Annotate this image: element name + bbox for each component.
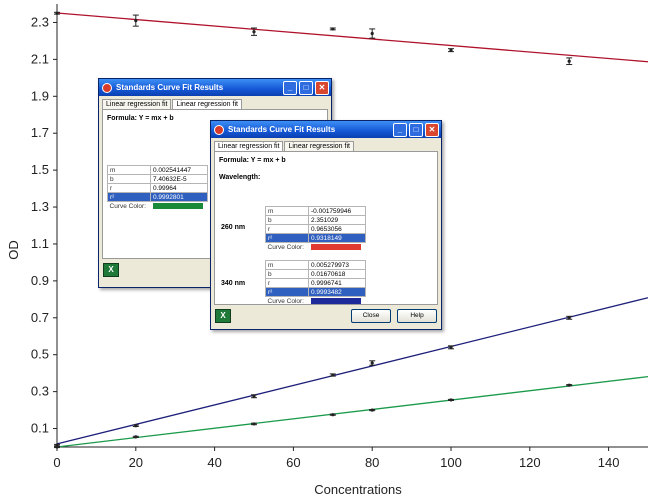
app-icon: [214, 124, 224, 135]
tab-linear-fit-2[interactable]: Linear regression fit: [284, 141, 354, 151]
help-button[interactable]: Help: [397, 309, 437, 323]
wavelength-260-label: 260 nm: [221, 224, 246, 231]
x-tick-label: 140: [598, 455, 620, 470]
data-point: [370, 361, 374, 365]
x-axis-title: Concentrations: [314, 482, 402, 497]
close-icon[interactable]: ✕: [315, 81, 329, 95]
data-point: [449, 398, 453, 402]
fit-lines: [56, 12, 648, 448]
excel-export-icon[interactable]: X: [215, 309, 231, 323]
data-point: [55, 445, 59, 449]
curve-color-swatch[interactable]: [310, 297, 361, 304]
dialog-titlebar[interactable]: Standards Curve Fit Results _ □ ✕: [211, 121, 441, 138]
data-point: [252, 422, 256, 426]
curve-fit-dialog-front[interactable]: Standards Curve Fit Results _ □ ✕ Linear…: [210, 120, 442, 330]
minimize-icon[interactable]: _: [393, 123, 407, 137]
fit-line-1: [56, 297, 648, 445]
data-point: [55, 11, 59, 15]
data-point: [331, 27, 335, 31]
results-panel: Formula: Y = mx + b Wavelength: 260 nm m…: [214, 151, 438, 305]
wavelength-340-label: 340 nm: [221, 280, 246, 287]
fit-params-table: m 0.002541447 b 7.40632E-5 r 0.99964 r² 0.99…: [107, 165, 208, 210]
minimize-icon[interactable]: _: [283, 81, 297, 95]
y-tick-label: 0.9: [31, 273, 49, 288]
app-icon: [102, 82, 112, 93]
dialog-title: Standards Curve Fit Results: [228, 125, 336, 134]
data-point: [331, 413, 335, 417]
x-tick-label: 60: [286, 455, 300, 470]
fit-line-0: [56, 12, 648, 63]
maximize-icon[interactable]: □: [409, 123, 423, 137]
dialog-titlebar[interactable]: Standards Curve Fit Results _ □ ✕: [99, 79, 331, 96]
maximize-icon[interactable]: □: [299, 81, 313, 95]
y-tick-label: 1.3: [31, 199, 49, 214]
formula-label: Formula: Y = mx + b: [107, 115, 174, 122]
x-tick-label: 20: [129, 455, 143, 470]
data-point: [134, 424, 138, 428]
data-point: [449, 345, 453, 349]
data-point: [134, 435, 138, 439]
y-tick-label: 2.1: [31, 51, 49, 66]
data-point: [449, 48, 453, 52]
tab-linear-fit-1[interactable]: Linear regression fit: [102, 99, 172, 109]
wavelength-label: Wavelength:: [219, 174, 261, 181]
y-tick-label: 1.7: [31, 125, 49, 140]
data-point: [134, 19, 138, 23]
data-point: [252, 394, 256, 398]
curve-color-swatch[interactable]: [310, 243, 361, 250]
y-tick-label: 0.5: [31, 347, 49, 362]
data-markers: [54, 11, 573, 449]
tab-linear-fit-2[interactable]: Linear regression fit: [172, 99, 242, 109]
data-point: [252, 30, 256, 34]
y-tick-label: 1.5: [31, 162, 49, 177]
fit-line-2: [56, 375, 648, 448]
fit-params-340-table: m 0.005279973 b 0.01670618 r 0.9996741 r² 0.…: [265, 260, 366, 305]
y-tick-label: 1.1: [31, 236, 49, 251]
data-point: [567, 383, 571, 387]
close-icon[interactable]: ✕: [425, 123, 439, 137]
y-tick-label: 2.3: [31, 14, 49, 29]
y-axis-title: OD: [6, 240, 21, 260]
excel-export-icon[interactable]: X: [103, 263, 119, 277]
dialog-title: Standards Curve Fit Results: [116, 83, 224, 92]
curve-color-swatch[interactable]: [152, 202, 203, 209]
formula-label: Formula: Y = mx + b: [219, 157, 286, 164]
x-tick-label: 80: [365, 455, 379, 470]
data-point: [567, 316, 571, 320]
tab-linear-fit-1[interactable]: Linear regression fit: [214, 141, 284, 151]
fit-params-260-table: m -0.001759946 b 2.351029 r 0.9653056 r² 0.9…: [265, 206, 366, 251]
y-tick-label: 0.3: [31, 384, 49, 399]
data-point: [370, 31, 374, 36]
y-tick-label: 1.9: [31, 88, 49, 103]
x-tick-label: 0: [53, 455, 60, 470]
y-tick-label: 0.7: [31, 310, 49, 325]
x-tick-label: 40: [207, 455, 221, 470]
x-tick-label: 100: [440, 455, 462, 470]
data-point: [331, 373, 335, 377]
y-tick-label: 0.1: [31, 421, 49, 436]
data-point: [567, 59, 571, 63]
chart-axes: 0 20 40 60 80 100 120 140 0.1 0.3 0.5 0.7 0.9 1.1 1.3 1…: [31, 4, 648, 470]
close-button[interactable]: Close: [351, 309, 391, 323]
x-tick-label: 120: [519, 455, 541, 470]
data-point: [370, 408, 374, 412]
